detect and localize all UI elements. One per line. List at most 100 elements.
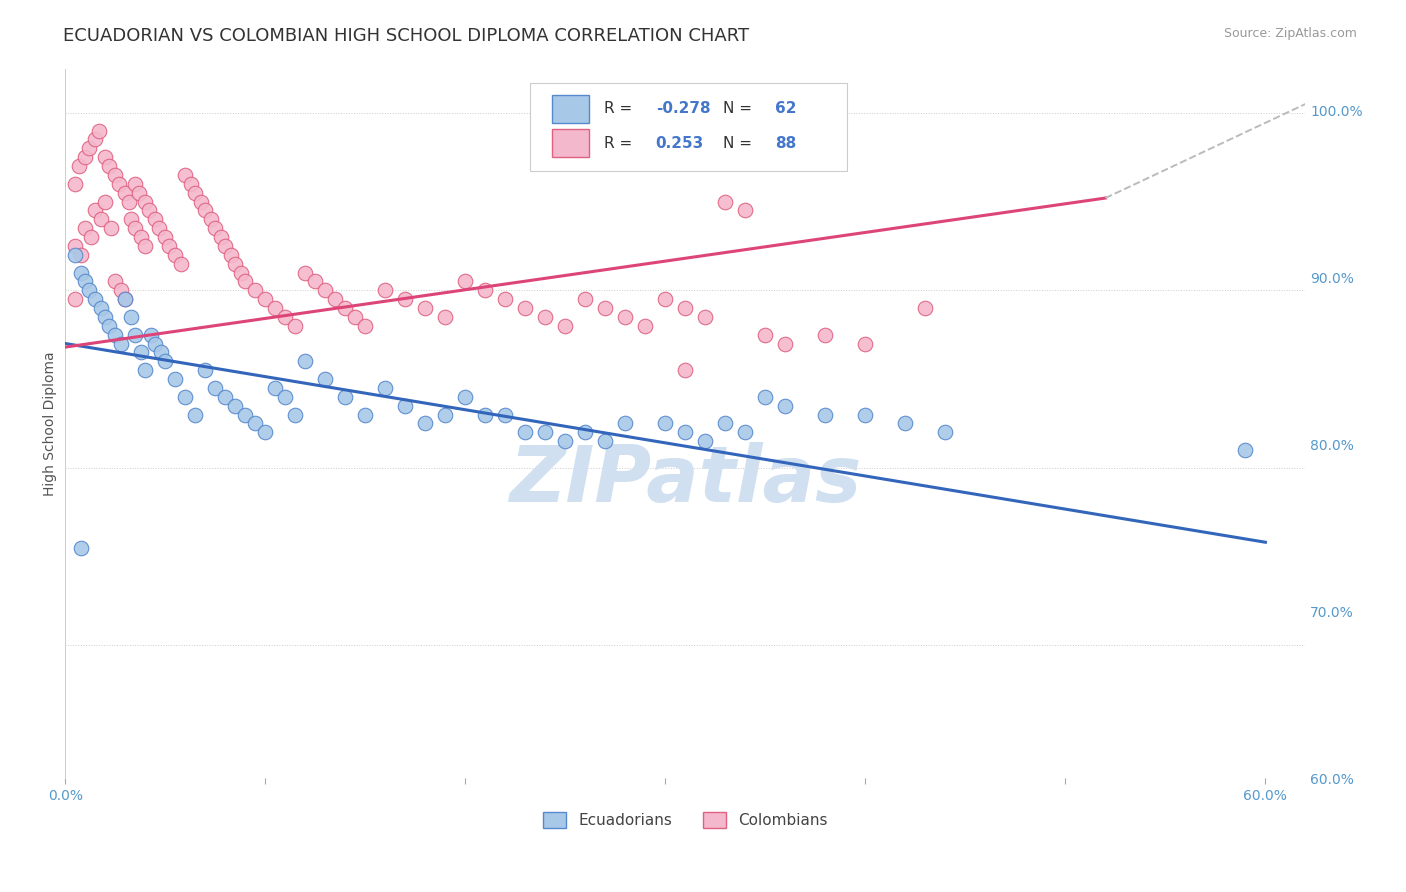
Point — [90, 301, 112, 315]
Point — [224, 399, 246, 413]
Text: N =: N = — [723, 136, 756, 151]
Point — [145, 212, 167, 227]
Point — [79, 141, 101, 155]
Point — [274, 390, 297, 404]
Point — [114, 292, 136, 306]
Text: ZIPatlas: ZIPatlas — [509, 442, 862, 518]
Point — [454, 390, 477, 404]
Point — [415, 301, 437, 315]
Point — [264, 381, 287, 395]
Point — [335, 301, 357, 315]
Point — [159, 239, 181, 253]
Point — [254, 425, 277, 440]
Point — [354, 318, 377, 333]
Point — [294, 354, 316, 368]
Text: 88: 88 — [775, 136, 796, 151]
Point — [118, 194, 141, 209]
Point — [84, 292, 107, 306]
Point — [344, 310, 367, 324]
Point — [110, 283, 132, 297]
Point — [734, 425, 756, 440]
Text: -0.278: -0.278 — [655, 102, 710, 117]
Point — [75, 221, 97, 235]
Point — [214, 239, 236, 253]
Point — [554, 434, 576, 449]
Point — [284, 408, 307, 422]
Point — [120, 310, 142, 324]
Point — [284, 318, 307, 333]
Point — [184, 408, 207, 422]
Point — [245, 283, 267, 297]
Point — [65, 239, 87, 253]
Point — [314, 283, 336, 297]
Point — [855, 408, 877, 422]
Text: R =: R = — [603, 136, 641, 151]
Point — [494, 292, 516, 306]
Point — [574, 292, 596, 306]
Point — [70, 248, 93, 262]
Point — [221, 248, 243, 262]
Point — [673, 301, 696, 315]
Point — [714, 417, 737, 431]
Point — [673, 425, 696, 440]
Point — [75, 275, 97, 289]
Point — [211, 230, 233, 244]
Point — [294, 266, 316, 280]
FancyBboxPatch shape — [551, 95, 589, 123]
Point — [108, 177, 131, 191]
Point — [714, 194, 737, 209]
Point — [155, 354, 177, 368]
Point — [335, 390, 357, 404]
Point — [231, 266, 253, 280]
Point — [894, 417, 917, 431]
Point — [654, 417, 676, 431]
Point — [65, 177, 87, 191]
Point — [145, 336, 167, 351]
Point — [1234, 442, 1257, 457]
Point — [814, 327, 837, 342]
Point — [654, 292, 676, 306]
Point — [180, 177, 202, 191]
Point — [325, 292, 347, 306]
Point — [70, 541, 93, 555]
Point — [194, 203, 217, 218]
Point — [134, 194, 156, 209]
Point — [474, 283, 496, 297]
Point — [673, 363, 696, 377]
Point — [415, 417, 437, 431]
Point — [165, 372, 187, 386]
Point — [695, 434, 717, 449]
Point — [65, 248, 87, 262]
Point — [595, 301, 617, 315]
Point — [65, 292, 87, 306]
Point — [245, 417, 267, 431]
Point — [110, 336, 132, 351]
Text: Source: ZipAtlas.com: Source: ZipAtlas.com — [1223, 27, 1357, 40]
Point — [184, 186, 207, 200]
Point — [100, 221, 122, 235]
Point — [174, 168, 197, 182]
Point — [190, 194, 212, 209]
Point — [235, 408, 257, 422]
Point — [695, 310, 717, 324]
Text: 62: 62 — [775, 102, 796, 117]
Point — [434, 408, 457, 422]
Point — [204, 221, 226, 235]
Point — [454, 275, 477, 289]
Point — [104, 327, 127, 342]
Point — [124, 221, 146, 235]
Point — [754, 327, 776, 342]
Point — [204, 381, 226, 395]
Point — [354, 408, 377, 422]
Point — [214, 390, 236, 404]
FancyBboxPatch shape — [530, 83, 846, 171]
Point — [775, 399, 797, 413]
Point — [614, 417, 637, 431]
Point — [235, 275, 257, 289]
Point — [79, 283, 101, 297]
Point — [75, 150, 97, 164]
Point — [98, 318, 121, 333]
Point — [124, 327, 146, 342]
Point — [84, 203, 107, 218]
Point — [734, 203, 756, 218]
